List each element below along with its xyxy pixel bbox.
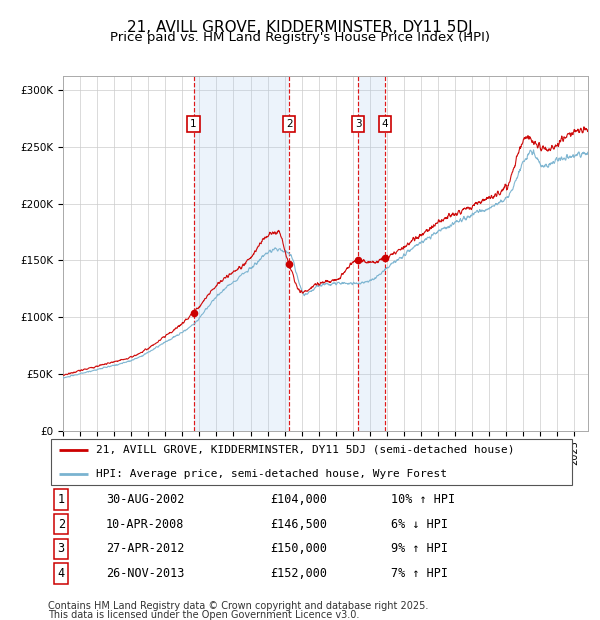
Text: 10% ↑ HPI: 10% ↑ HPI (391, 493, 455, 506)
Text: 2: 2 (58, 518, 65, 531)
Text: 2: 2 (286, 119, 293, 129)
Text: Price paid vs. HM Land Registry's House Price Index (HPI): Price paid vs. HM Land Registry's House … (110, 31, 490, 44)
Text: 3: 3 (355, 119, 362, 129)
Text: £146,500: £146,500 (270, 518, 327, 531)
Text: This data is licensed under the Open Government Licence v3.0.: This data is licensed under the Open Gov… (48, 610, 359, 620)
Text: 10-APR-2008: 10-APR-2008 (106, 518, 184, 531)
Text: 21, AVILL GROVE, KIDDERMINSTER, DY11 5DJ (semi-detached house): 21, AVILL GROVE, KIDDERMINSTER, DY11 5DJ… (95, 445, 514, 455)
FancyBboxPatch shape (50, 439, 572, 485)
Bar (194, 76, 289, 431)
Text: 1: 1 (190, 119, 197, 129)
Text: 6% ↓ HPI: 6% ↓ HPI (391, 518, 448, 531)
Text: 9% ↑ HPI: 9% ↑ HPI (391, 542, 448, 556)
Text: 4: 4 (382, 119, 388, 129)
Text: 26-NOV-2013: 26-NOV-2013 (106, 567, 184, 580)
Text: £152,000: £152,000 (270, 567, 327, 580)
Text: 4: 4 (58, 567, 65, 580)
Text: 3: 3 (58, 542, 65, 556)
Text: 7% ↑ HPI: 7% ↑ HPI (391, 567, 448, 580)
Text: 1: 1 (58, 493, 65, 506)
Text: 30-AUG-2002: 30-AUG-2002 (106, 493, 184, 506)
Text: Contains HM Land Registry data © Crown copyright and database right 2025.: Contains HM Land Registry data © Crown c… (48, 601, 428, 611)
Text: 27-APR-2012: 27-APR-2012 (106, 542, 184, 556)
Text: 21, AVILL GROVE, KIDDERMINSTER, DY11 5DJ: 21, AVILL GROVE, KIDDERMINSTER, DY11 5DJ (127, 20, 473, 35)
Bar (358, 76, 385, 431)
Text: HPI: Average price, semi-detached house, Wyre Forest: HPI: Average price, semi-detached house,… (95, 469, 446, 479)
Text: £150,000: £150,000 (270, 542, 327, 556)
Text: £104,000: £104,000 (270, 493, 327, 506)
